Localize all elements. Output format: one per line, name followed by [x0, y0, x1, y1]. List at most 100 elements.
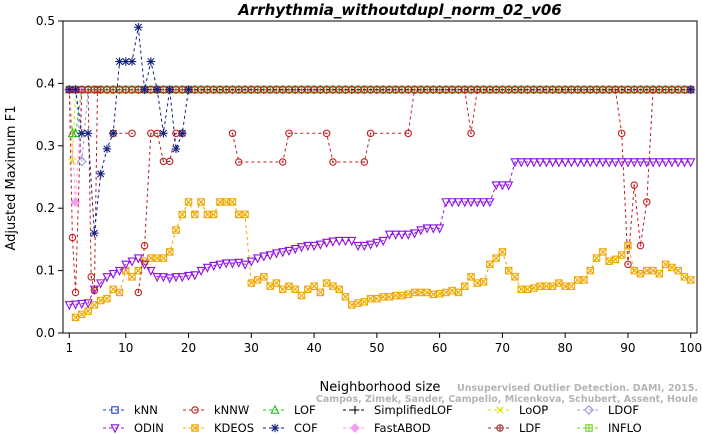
series-line-knnw	[464, 89, 478, 134]
data-point-cof	[159, 129, 168, 138]
data-point-knnw	[84, 85, 92, 94]
plot-area	[64, 23, 696, 322]
data-point-knnw	[228, 129, 237, 138]
data-point-odin	[548, 158, 558, 168]
data-point-kdeos	[567, 282, 576, 290]
data-point-knnw	[322, 129, 331, 138]
data-point-knnw	[68, 233, 77, 242]
data-point-kdeos	[159, 254, 168, 262]
y-tick-label: 0.0	[36, 326, 55, 340]
data-point-kdeos	[668, 263, 676, 272]
series-line-knnw	[68, 89, 83, 293]
data-point-odin	[253, 254, 263, 264]
data-point-kdeos	[630, 266, 638, 275]
data-point-odin	[604, 158, 614, 168]
data-point-odin	[290, 245, 300, 255]
data-point-odin	[340, 236, 351, 247]
data-point-odin	[635, 158, 646, 168]
legend-label-simplifiedlof: SimplifiedLOF	[374, 403, 453, 417]
data-point-odin	[259, 252, 269, 262]
legend-marker-odin	[110, 424, 120, 434]
y-tick-label: 0.5	[36, 14, 55, 28]
data-point-cof	[83, 129, 93, 138]
data-point-odin	[648, 158, 658, 168]
data-point-odin	[573, 158, 583, 168]
y-tick-label: 0.2	[36, 201, 55, 215]
legend-item-knnw: kNNW	[183, 403, 249, 417]
data-point-odin	[114, 266, 125, 277]
data-point-loop	[68, 157, 77, 165]
data-point-odin	[679, 158, 690, 168]
data-point-odin	[234, 258, 244, 268]
data-point-odin	[227, 259, 238, 269]
data-point-odin	[108, 269, 118, 280]
data-point-kdeos	[542, 282, 551, 290]
data-point-kdeos	[511, 273, 519, 281]
data-point-odin	[102, 273, 112, 283]
legend-label-lof: LOF	[294, 403, 316, 417]
data-point-odin	[661, 158, 671, 168]
data-point-kdeos	[322, 279, 331, 287]
x-tick-label: 30	[244, 341, 259, 355]
y-tick-label: 0.1	[36, 264, 55, 278]
data-point-kdeos	[686, 276, 695, 284]
citation-line-1: Unsupervised Outlier Detection. DAMI, 20…	[457, 383, 698, 394]
legend-label-loop: LoOP	[519, 403, 548, 417]
data-point-kdeos	[172, 226, 180, 234]
legend-label-ldf: LDF	[519, 421, 541, 434]
x-tick-label: 40	[306, 341, 321, 355]
data-point-odin	[64, 301, 74, 311]
legend: kNN kNNW LOF SimplifiedLOF LoOP LDOF ODIN KDEOS…	[103, 403, 642, 434]
legend-item-kdeos: KDEOS	[183, 421, 254, 434]
data-point-cof	[90, 228, 99, 238]
data-point-odin	[485, 198, 495, 208]
data-point-cof	[178, 129, 187, 138]
data-point-kdeos	[479, 278, 488, 286]
data-point-odin	[359, 241, 369, 252]
data-point-odin	[504, 181, 514, 191]
legend-label-ldof: LDOF	[608, 403, 639, 417]
data-point-odin	[315, 240, 325, 250]
data-point-knnw	[90, 286, 99, 295]
data-point-odin	[453, 198, 464, 208]
data-point-kdeos	[178, 210, 187, 219]
data-point-odin	[296, 243, 307, 253]
data-point-cof	[146, 57, 156, 66]
data-point-cof	[71, 85, 80, 94]
legend-marker-simplifiedlof	[350, 405, 360, 415]
data-point-kdeos	[467, 273, 475, 281]
data-point-kdeos	[636, 269, 645, 278]
legend-item-ldof: LDOF	[577, 403, 639, 417]
x-tick-label: 50	[369, 341, 384, 355]
data-point-odin	[686, 158, 696, 168]
data-point-knnw	[87, 273, 95, 281]
data-point-odin	[209, 261, 219, 272]
series-line-fastabod	[68, 89, 691, 203]
data-point-knnw	[366, 129, 375, 138]
series-line-knnw	[614, 89, 654, 265]
data-point-kdeos	[310, 282, 318, 290]
data-point-knnw	[329, 158, 337, 166]
data-point-kdeos	[460, 282, 469, 290]
data-point-kdeos	[492, 254, 500, 262]
data-point-odin	[202, 263, 212, 273]
data-point-kdeos	[498, 248, 507, 256]
data-point-odin	[322, 238, 332, 248]
series-kdeos	[71, 198, 695, 322]
data-point-kdeos	[448, 286, 456, 295]
data-point-odin	[654, 158, 664, 168]
data-point-kdeos	[366, 294, 375, 303]
x-tick-label: 60	[432, 341, 447, 355]
data-point-knnw	[278, 158, 287, 166]
data-point-kdeos	[680, 273, 689, 281]
data-point-knnw	[159, 157, 168, 166]
data-point-odin	[642, 158, 652, 168]
y-tick-label: 0.3	[36, 139, 55, 153]
data-point-odin	[171, 273, 181, 283]
data-point-knnw	[467, 129, 475, 138]
data-point-kdeos	[555, 279, 563, 287]
data-point-odin	[478, 198, 489, 208]
series-line-kdeos	[75, 200, 691, 318]
data-point-kdeos	[297, 291, 306, 300]
data-point-kdeos	[115, 288, 124, 297]
